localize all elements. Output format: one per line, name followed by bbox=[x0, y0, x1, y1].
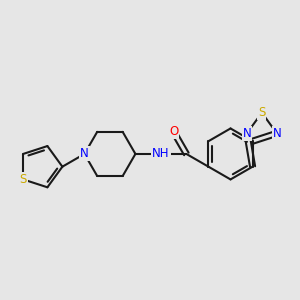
Text: N: N bbox=[272, 127, 281, 140]
Text: O: O bbox=[169, 125, 178, 138]
Text: N: N bbox=[242, 127, 251, 140]
Text: NH: NH bbox=[152, 147, 170, 161]
Text: S: S bbox=[258, 106, 266, 119]
Text: N: N bbox=[80, 147, 89, 161]
Text: S: S bbox=[20, 173, 27, 186]
